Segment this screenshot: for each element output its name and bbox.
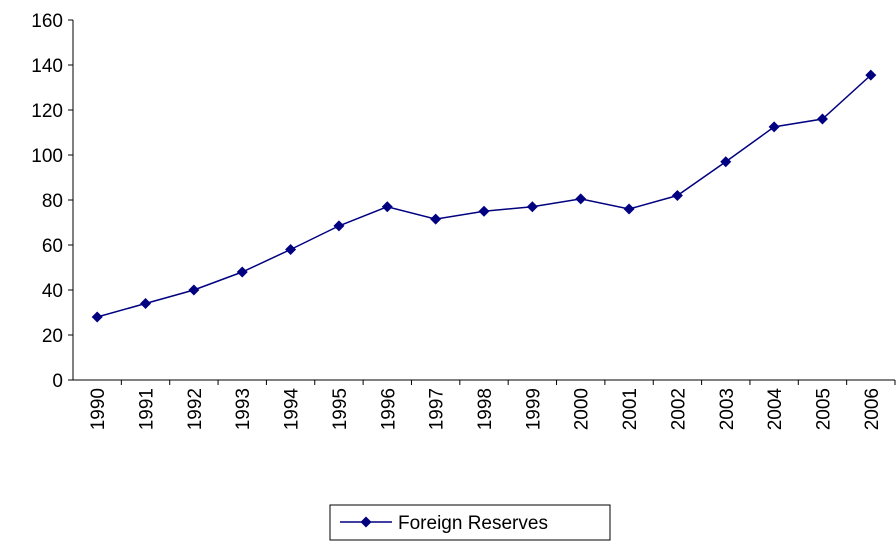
data-point bbox=[91, 311, 103, 323]
data-point bbox=[865, 69, 877, 81]
x-tick-label: 2005 bbox=[813, 388, 834, 430]
x-tick-label: 2003 bbox=[717, 388, 738, 430]
y-tick-label: 100 bbox=[31, 146, 63, 167]
x-tick-label: 1992 bbox=[185, 388, 206, 430]
x-tick-label: 2001 bbox=[620, 388, 641, 430]
x-tick-label: 2004 bbox=[765, 388, 786, 431]
y-tick-label: 60 bbox=[42, 236, 63, 257]
data-point bbox=[816, 113, 828, 125]
x-tick-label: 1998 bbox=[475, 388, 496, 430]
data-point bbox=[236, 266, 248, 278]
x-tick-label: 1997 bbox=[427, 388, 448, 430]
data-point bbox=[768, 121, 780, 133]
data-point bbox=[623, 203, 635, 215]
data-point bbox=[478, 205, 490, 217]
y-tick-label: 120 bbox=[31, 101, 63, 122]
series-line bbox=[96, 74, 872, 318]
data-point bbox=[188, 284, 200, 296]
data-point bbox=[526, 201, 538, 213]
data-point bbox=[720, 156, 732, 168]
x-tick-label: 1995 bbox=[330, 388, 351, 430]
data-point bbox=[575, 193, 587, 205]
x-tick-label: 1991 bbox=[137, 388, 158, 430]
y-tick-label: 80 bbox=[42, 191, 63, 212]
legend-marker bbox=[360, 516, 372, 528]
x-tick-label: 1993 bbox=[233, 388, 254, 430]
data-point bbox=[671, 190, 683, 201]
data-point bbox=[430, 213, 442, 225]
x-tick-label: 1996 bbox=[378, 388, 399, 430]
x-tick-label: 2002 bbox=[668, 388, 689, 430]
y-tick-label: 160 bbox=[31, 11, 63, 32]
legend-label: Foreign Reserves bbox=[398, 513, 548, 534]
data-point bbox=[285, 244, 297, 255]
data-point bbox=[333, 220, 345, 232]
data-point bbox=[381, 201, 393, 213]
x-tick-label: 1999 bbox=[523, 388, 544, 430]
y-tick-label: 0 bbox=[52, 371, 63, 392]
x-tick-label: 1990 bbox=[88, 388, 109, 430]
y-tick-label: 40 bbox=[42, 281, 63, 302]
data-point bbox=[140, 298, 152, 309]
x-tick-label: 2006 bbox=[862, 388, 883, 430]
y-tick-label: 140 bbox=[31, 56, 63, 77]
y-tick-label: 20 bbox=[42, 326, 63, 347]
x-tick-label: 1994 bbox=[282, 388, 303, 431]
x-tick-label: 2000 bbox=[572, 388, 593, 430]
